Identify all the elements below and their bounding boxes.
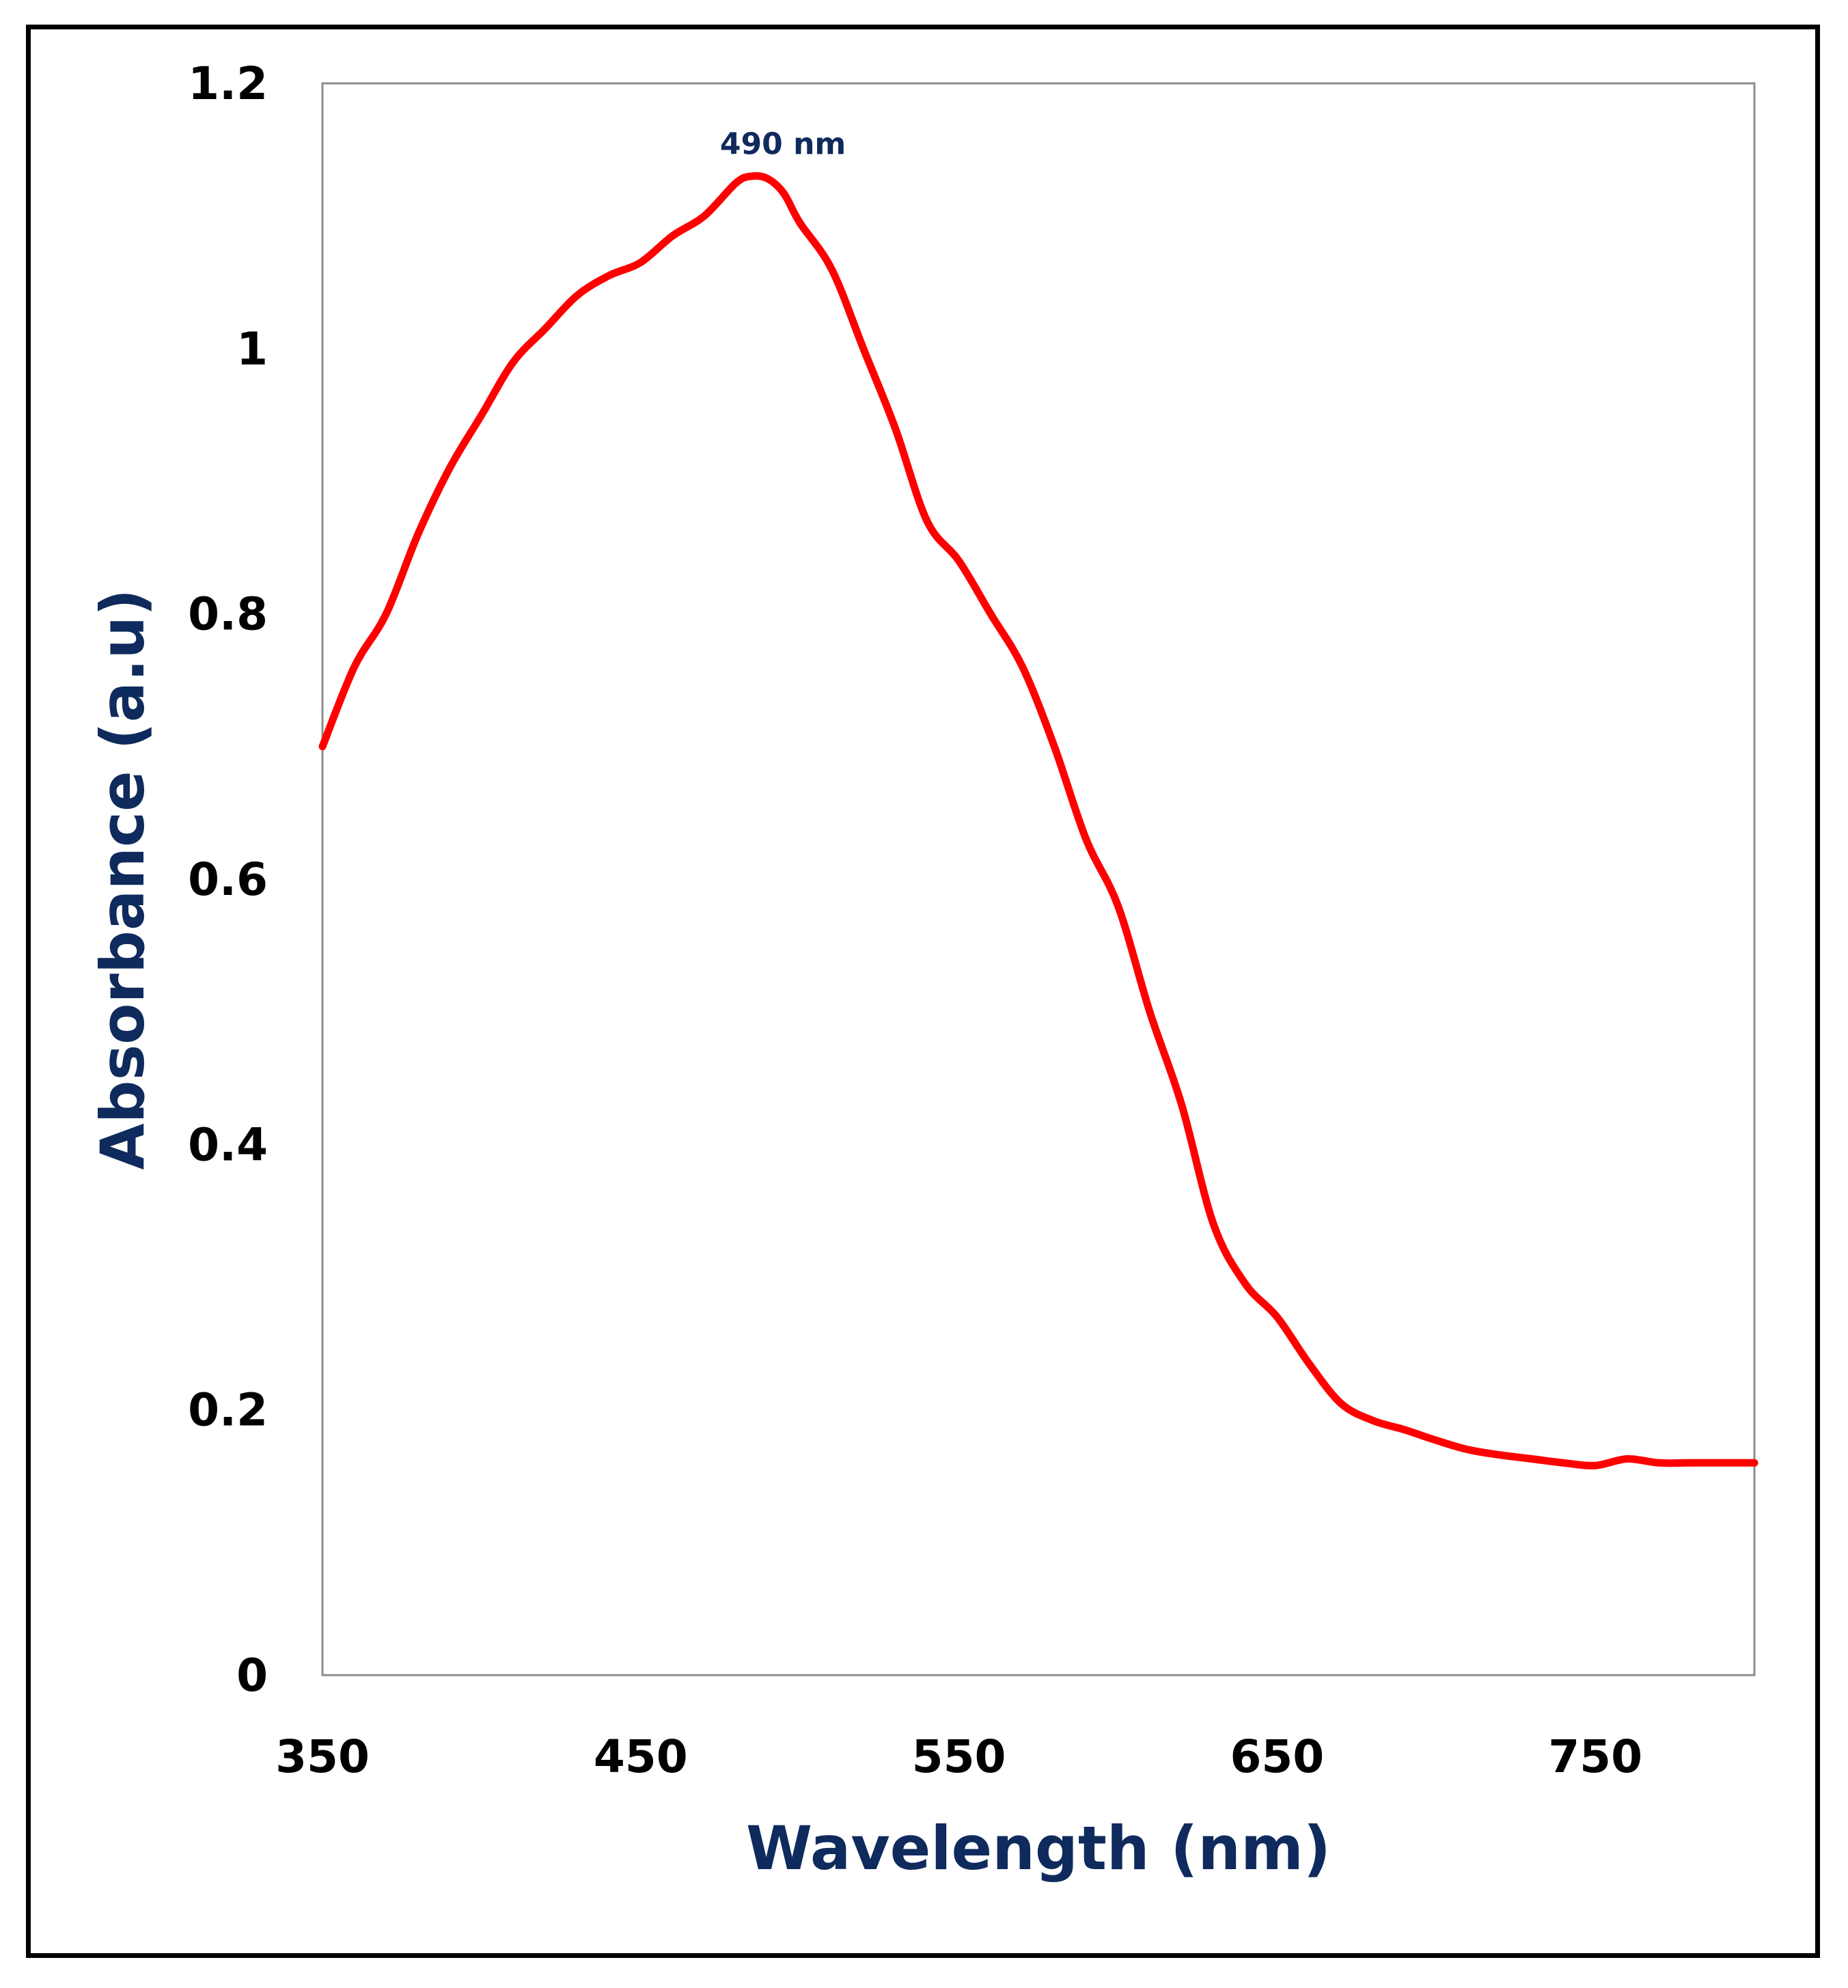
y-tick-label: 0.2: [188, 1384, 268, 1437]
y-tick-label: 0.4: [188, 1118, 268, 1171]
x-axis-title: Wavelength (nm): [746, 1813, 1331, 1883]
y-axis-title: Absorbance (a.u): [87, 589, 158, 1170]
y-tick-label: 0.8: [188, 588, 268, 641]
x-tick-label: 550: [912, 1730, 1006, 1783]
y-tick-label: 1.2: [188, 57, 268, 110]
x-tick-label: 450: [594, 1730, 688, 1783]
y-tick-label: 1: [236, 322, 268, 375]
x-axis-ticks: 350 450 550 650 750: [275, 1730, 1642, 1783]
y-axis-ticks: 0 0.2 0.4 0.6 0.8 1 1.2: [188, 57, 268, 1702]
plot-area: [321, 82, 1756, 1676]
x-tick-label: 650: [1230, 1730, 1324, 1783]
y-tick-label: 0: [236, 1649, 268, 1702]
peak-annotation: 490 nm: [720, 126, 846, 161]
x-tick-label: 350: [275, 1730, 370, 1783]
y-tick-label: 0.6: [188, 853, 268, 906]
series-line-absorbance: [318, 171, 1759, 1469]
x-tick-label: 750: [1548, 1730, 1642, 1783]
